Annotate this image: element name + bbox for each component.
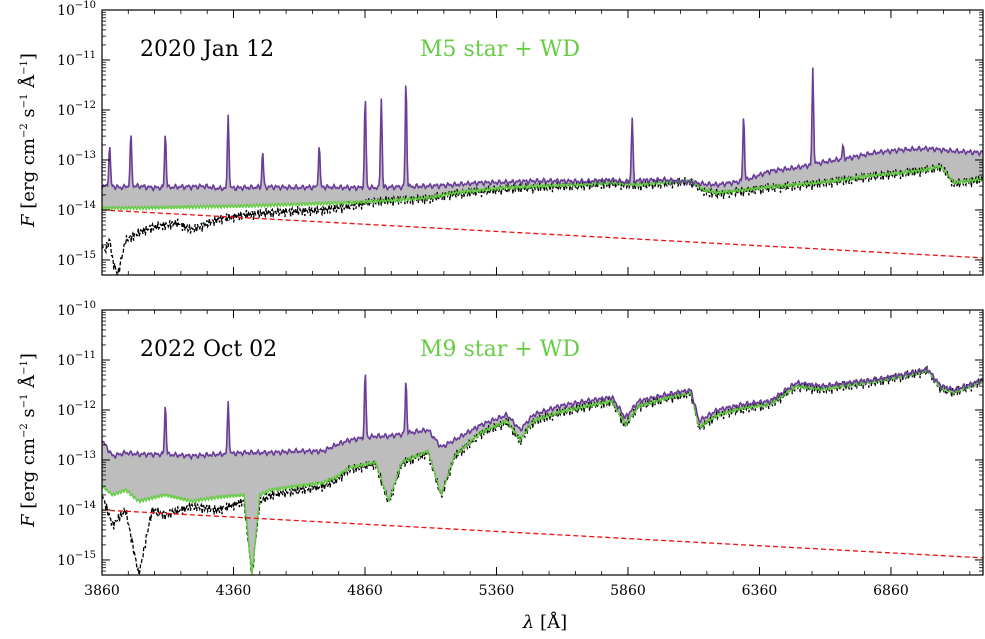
y-axis-title-top: F [erg cm−2 s−1 Å−1] (17, 53, 39, 228)
y-tick-label: 10−12 (57, 100, 96, 119)
x-tick-label: 5360 (479, 583, 515, 599)
y-tick-label: 10−12 (57, 400, 96, 419)
residual-fill (102, 67, 983, 210)
top-panel: 10−15 10−14 10−13 10−12 10−11 10−10 2020 Jan 1… (57, 0, 984, 276)
white-dwarf-line (102, 509, 983, 559)
x-tick-label: 6360 (742, 583, 778, 599)
model-annotation: M5 star + WD (420, 37, 580, 62)
x-tick-label: 4860 (347, 583, 383, 599)
axes-frame (101, 309, 984, 576)
model-line (102, 164, 983, 212)
axes-frame (101, 9, 984, 276)
y-tick-label: 10−11 (57, 350, 96, 369)
residual-fill (102, 367, 983, 575)
y-tick-label: 10−15 (57, 250, 96, 269)
x-axis-title: λ [Å] (522, 611, 567, 633)
x-tick-label: 3860 (84, 583, 120, 599)
model-line (102, 367, 983, 575)
plot-area (102, 365, 983, 575)
y-tick-label: 10−13 (57, 450, 96, 469)
observed-spectrum-line (102, 67, 983, 192)
white-dwarf-line (102, 209, 983, 259)
observed-spectrum-line (102, 366, 983, 461)
bottom-panel: 10−15 10−14 10−13 10−12 10−11 10−10 3860 4360 48… (57, 300, 984, 599)
plot-area (102, 67, 983, 275)
y-tick-label: 10−14 (57, 500, 96, 519)
y-tick-label: 10−14 (57, 200, 96, 219)
y-tick-label: 10−11 (57, 50, 96, 69)
y-axis-title-bottom: F [erg cm−2 s−1 Å−1] (17, 353, 39, 528)
y-tick-label: 10−13 (57, 150, 96, 169)
model-annotation: M9 star + WD (420, 337, 580, 362)
y-tick-label: 10−15 (57, 550, 96, 569)
date-annotation: 2020 Jan 12 (140, 37, 274, 62)
y-tick-label: 10−10 (57, 0, 96, 19)
x-tick-label: 6860 (873, 583, 909, 599)
x-tick-label: 4360 (216, 583, 252, 599)
x-tick-label: 5860 (610, 583, 646, 599)
date-annotation: 2022 Oct 02 (140, 337, 277, 362)
y-tick-label: 10−10 (57, 300, 96, 319)
